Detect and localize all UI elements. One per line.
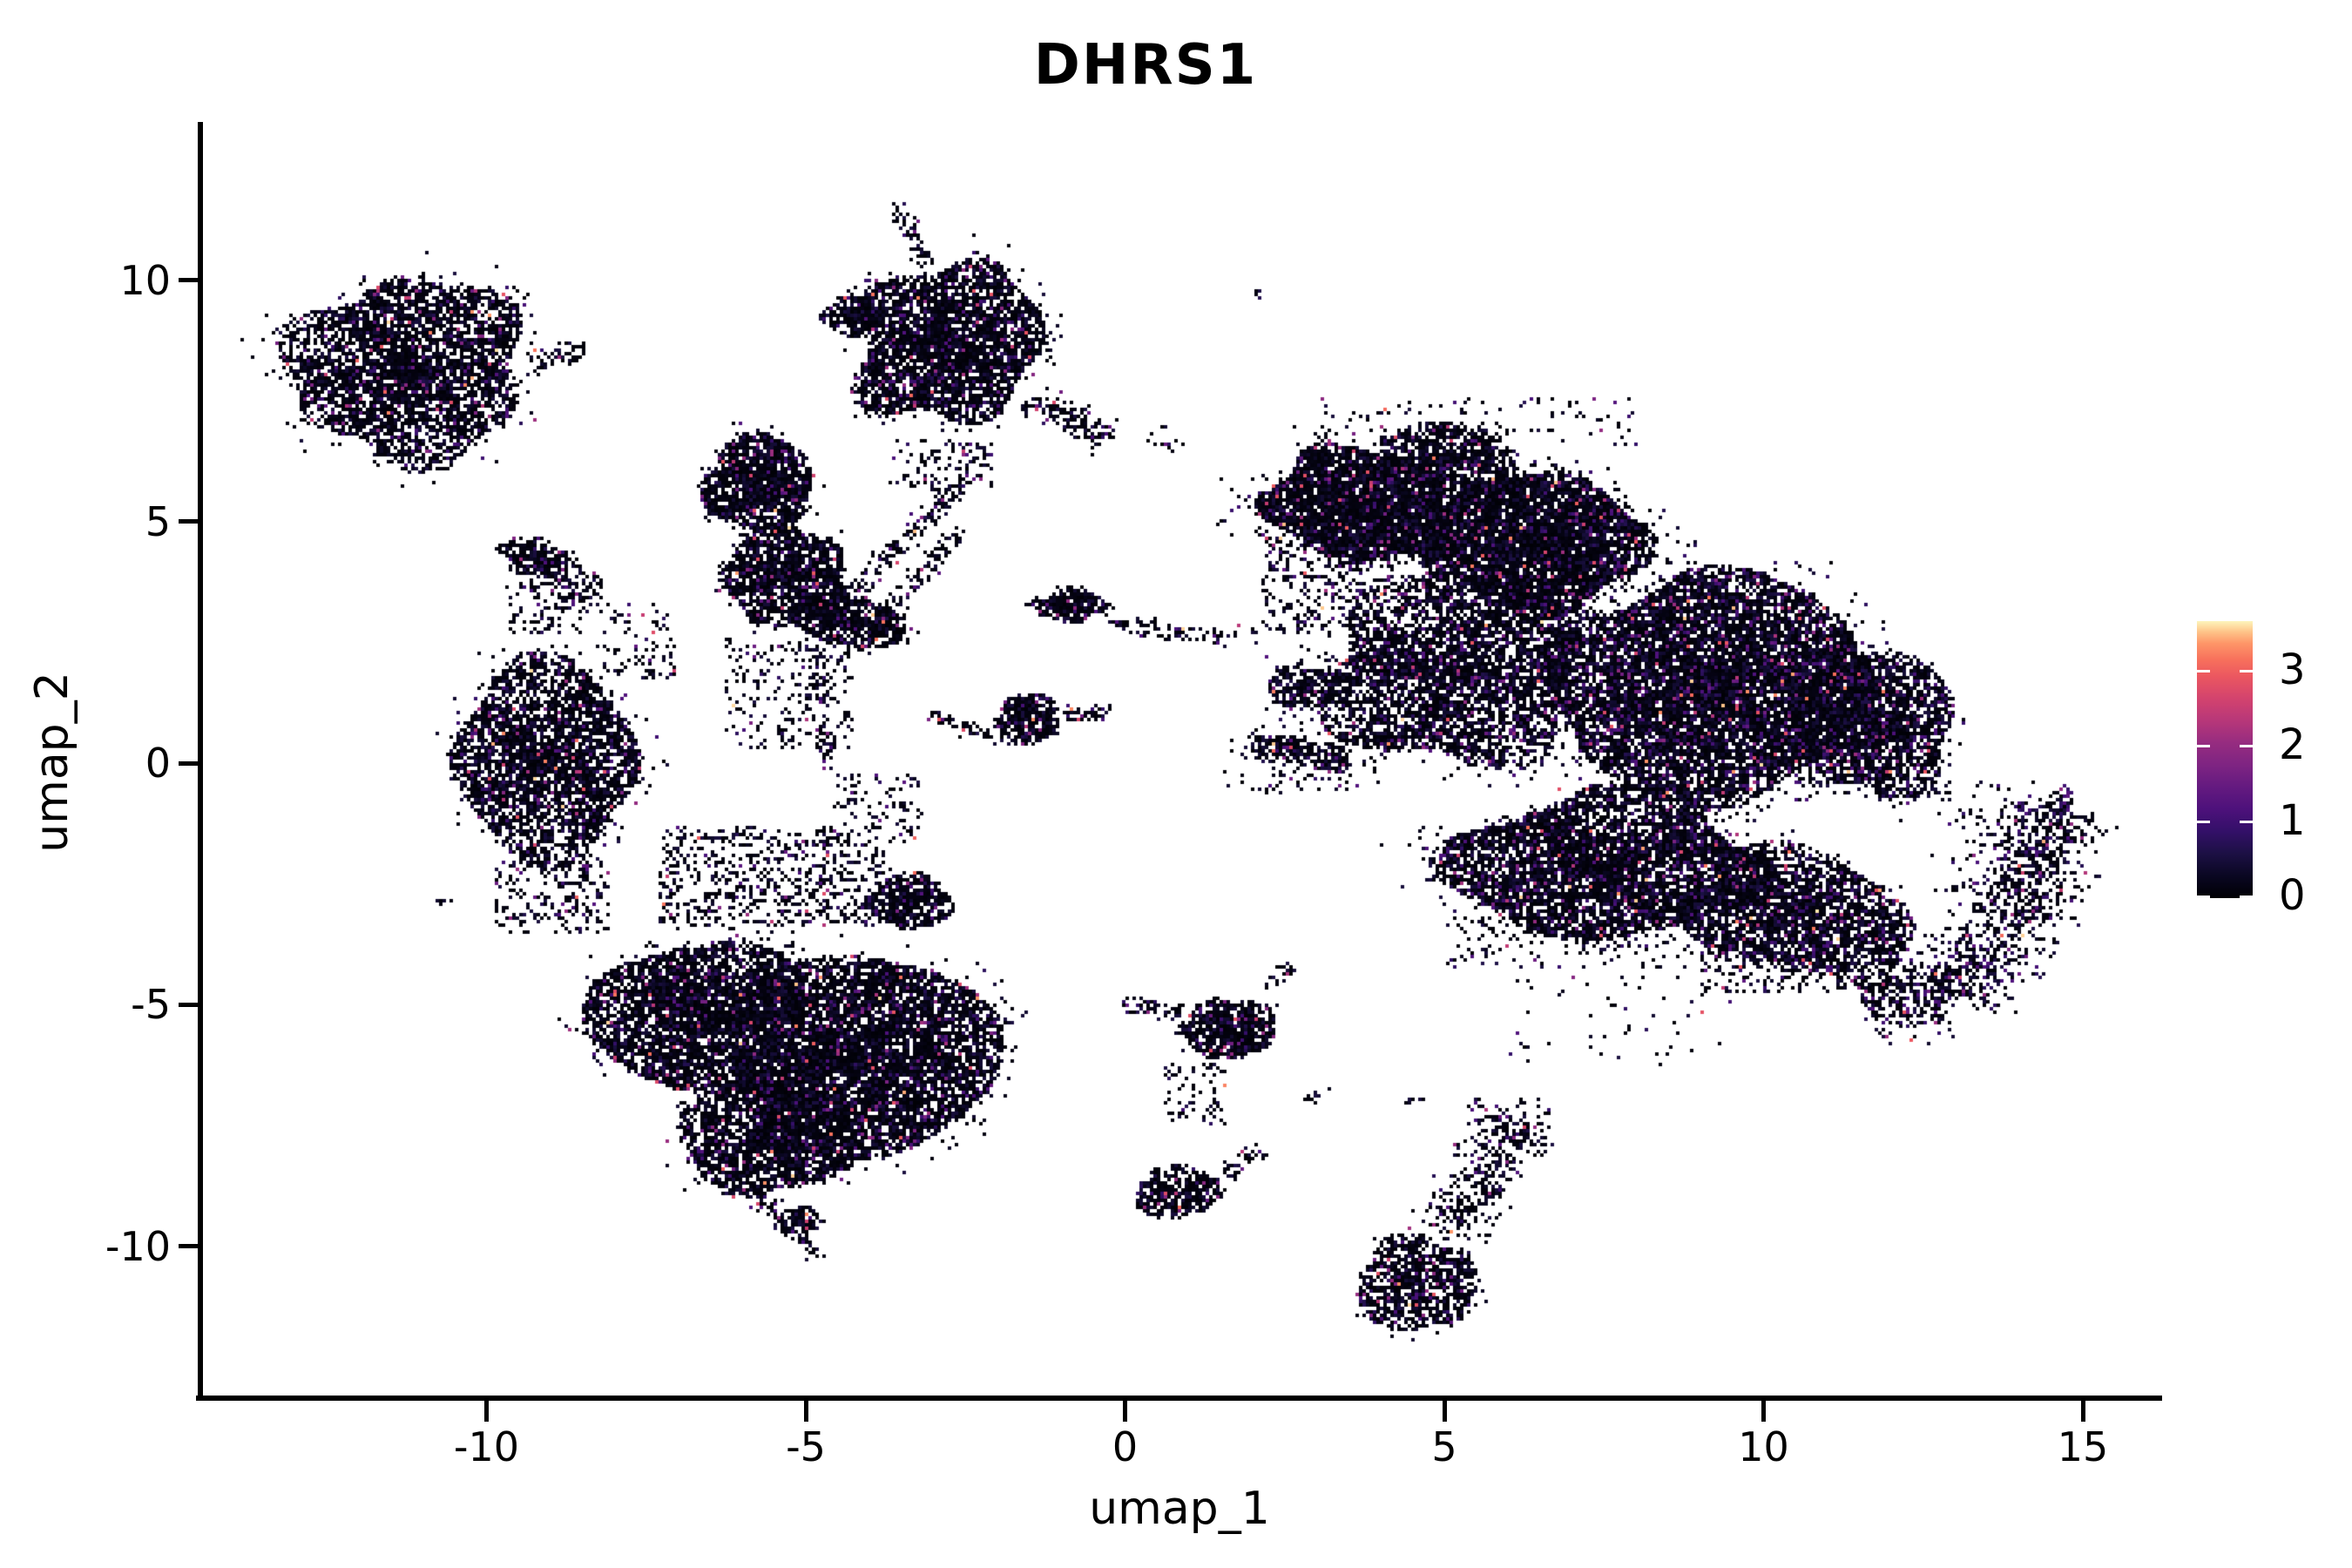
y-axis-line (198, 122, 203, 1401)
y-tick-label: 10 (119, 256, 171, 304)
colorbar-tick-notch (2240, 745, 2253, 747)
y-tick-label: -5 (131, 981, 171, 1029)
y-tick-label: 0 (145, 740, 171, 787)
x-tick-mark (2080, 1401, 2085, 1422)
colorbar-tick-notch (2240, 820, 2253, 823)
expression-colorbar (2197, 621, 2253, 898)
x-tick-label: 10 (1738, 1423, 1789, 1470)
x-tick-mark (1761, 1401, 1766, 1422)
x-tick-mark (484, 1401, 489, 1422)
colorbar-tick-label: 1 (2279, 795, 2306, 845)
colorbar-tick-notch (2197, 820, 2210, 823)
y-tick-label: 5 (145, 497, 171, 545)
x-tick-mark (1123, 1401, 1127, 1422)
y-tick-mark (179, 278, 198, 282)
x-tick-label: 0 (1112, 1423, 1139, 1470)
colorbar-tick-label: 2 (2279, 720, 2306, 769)
plot-title: DHRS1 (1033, 33, 1258, 98)
y-axis-title: umap_2 (26, 672, 78, 853)
x-tick-label: 15 (2057, 1423, 2109, 1470)
colorbar-tick-label: 3 (2279, 645, 2306, 694)
x-axis-title: umap_1 (1089, 1483, 1270, 1535)
x-axis-line (196, 1396, 2162, 1401)
colorbar-tick-label: 0 (2279, 871, 2306, 920)
y-tick-mark (179, 1002, 198, 1007)
x-tick-label: -5 (786, 1423, 826, 1470)
y-tick-mark (179, 760, 198, 766)
colorbar-tick-notch (2240, 669, 2253, 672)
colorbar-tick-notch (2197, 896, 2210, 898)
colorbar-tick-notch (2197, 745, 2210, 747)
x-tick-label: 5 (1431, 1423, 1457, 1470)
y-tick-mark (179, 1244, 198, 1248)
y-tick-label: -10 (105, 1222, 171, 1270)
colorbar-tick-notch (2240, 896, 2253, 898)
y-tick-mark (179, 519, 198, 524)
colorbar-tick-notch (2197, 669, 2210, 672)
x-tick-label: -10 (453, 1423, 520, 1470)
x-tick-mark (803, 1401, 808, 1422)
x-tick-mark (1442, 1401, 1447, 1422)
